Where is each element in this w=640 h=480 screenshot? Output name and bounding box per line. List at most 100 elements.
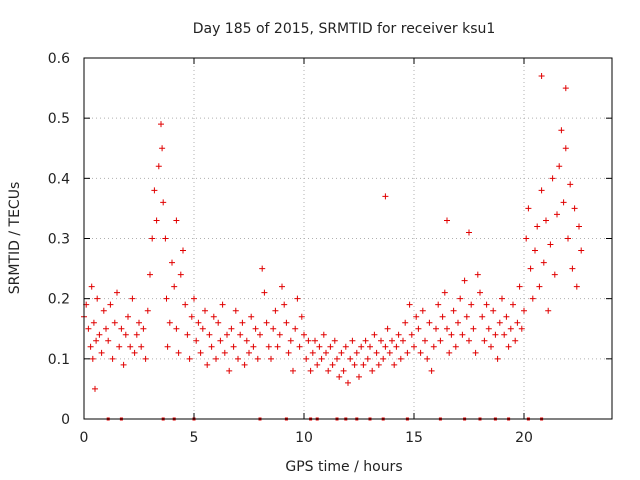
- data-point: [428, 367, 435, 374]
- data-point: [254, 355, 261, 362]
- data-point: [193, 337, 200, 344]
- data-point: [485, 325, 492, 332]
- data-point: [358, 343, 365, 350]
- data-point: [437, 337, 444, 344]
- data-point: [525, 205, 532, 212]
- data-point: [228, 325, 235, 332]
- data-point: [329, 361, 336, 368]
- data-point: [571, 205, 578, 212]
- data-point: [532, 247, 538, 254]
- y-tick-label: 0.3: [48, 232, 70, 248]
- data-point: [239, 319, 246, 326]
- data-point: [400, 337, 406, 344]
- data-point: [378, 337, 384, 344]
- data-point: [501, 331, 508, 338]
- data-point: [503, 313, 510, 320]
- data-point: [151, 187, 158, 194]
- data-point: [186, 355, 193, 362]
- data-point: [384, 325, 391, 332]
- y-axis-label: SRMTID / TECUs: [7, 182, 23, 295]
- data-point: [331, 337, 338, 344]
- data-point: [342, 343, 349, 350]
- data-point: [558, 127, 565, 134]
- data-point: [87, 343, 94, 350]
- data-point: [246, 349, 252, 356]
- data-point: [505, 343, 512, 350]
- x-tick-label: 15: [405, 430, 423, 446]
- data-point: [93, 337, 100, 344]
- data-point: [158, 121, 164, 128]
- data-point: [177, 271, 184, 278]
- data-point: [85, 325, 92, 332]
- data-point: [353, 349, 360, 356]
- data-point: [382, 343, 389, 350]
- data-point: [323, 349, 329, 356]
- data-point: [406, 301, 413, 308]
- data-point: [345, 379, 351, 386]
- data-point: [281, 301, 288, 308]
- data-point: [279, 283, 285, 290]
- data-point: [120, 361, 127, 368]
- data-point: [540, 259, 547, 266]
- data-point: [261, 289, 268, 296]
- data-point: [523, 235, 530, 242]
- y-tick-label: 0.2: [48, 292, 70, 308]
- data-point: [373, 349, 380, 356]
- data-point: [529, 295, 536, 302]
- data-point: [90, 319, 97, 326]
- data-point: [144, 307, 151, 314]
- data-point: [248, 313, 255, 320]
- data-point: [560, 199, 567, 206]
- data-point: [263, 319, 270, 326]
- data-point: [424, 355, 431, 362]
- data-point: [100, 307, 107, 314]
- data-point: [450, 307, 457, 314]
- data-point: [88, 283, 95, 290]
- data-point: [164, 343, 171, 350]
- data-point: [136, 319, 142, 326]
- y-tick-label: 0.4: [48, 171, 70, 187]
- data-point: [536, 283, 543, 290]
- data-point: [336, 373, 343, 380]
- data-point: [411, 343, 417, 350]
- data-point: [347, 355, 354, 362]
- data-point: [140, 325, 147, 332]
- data-point: [292, 325, 299, 332]
- data-point: [338, 349, 345, 356]
- data-marks: [81, 73, 585, 392]
- data-point: [287, 337, 294, 344]
- data-point: [301, 331, 307, 338]
- data-point: [549, 175, 556, 182]
- data-point: [444, 325, 450, 332]
- data-point: [325, 367, 332, 374]
- data-point: [461, 277, 468, 284]
- data-point: [389, 337, 395, 344]
- data-point: [197, 349, 204, 356]
- data-point: [272, 307, 279, 314]
- data-point: [163, 295, 170, 302]
- data-point: [250, 343, 257, 350]
- data-point: [127, 343, 134, 350]
- data-point: [230, 343, 237, 350]
- data-point: [479, 313, 486, 320]
- data-point: [573, 283, 580, 290]
- data-point: [142, 355, 149, 362]
- data-point: [226, 367, 233, 374]
- data-point: [538, 73, 545, 80]
- data-point: [408, 331, 415, 338]
- y-tick-label: 0.6: [48, 51, 70, 67]
- data-point: [133, 331, 140, 338]
- data-point: [195, 319, 202, 326]
- data-point: [527, 265, 534, 272]
- data-point: [340, 367, 347, 374]
- data-point: [514, 319, 521, 326]
- data-point: [166, 319, 173, 326]
- data-point: [547, 241, 554, 248]
- data-point: [307, 367, 314, 374]
- data-point: [554, 211, 560, 218]
- data-point: [477, 289, 483, 296]
- chart-title: Day 185 of 2015, SRMTID for receiver ksu…: [193, 21, 496, 37]
- data-point: [483, 301, 490, 308]
- data-point: [356, 373, 362, 380]
- data-point: [221, 349, 228, 356]
